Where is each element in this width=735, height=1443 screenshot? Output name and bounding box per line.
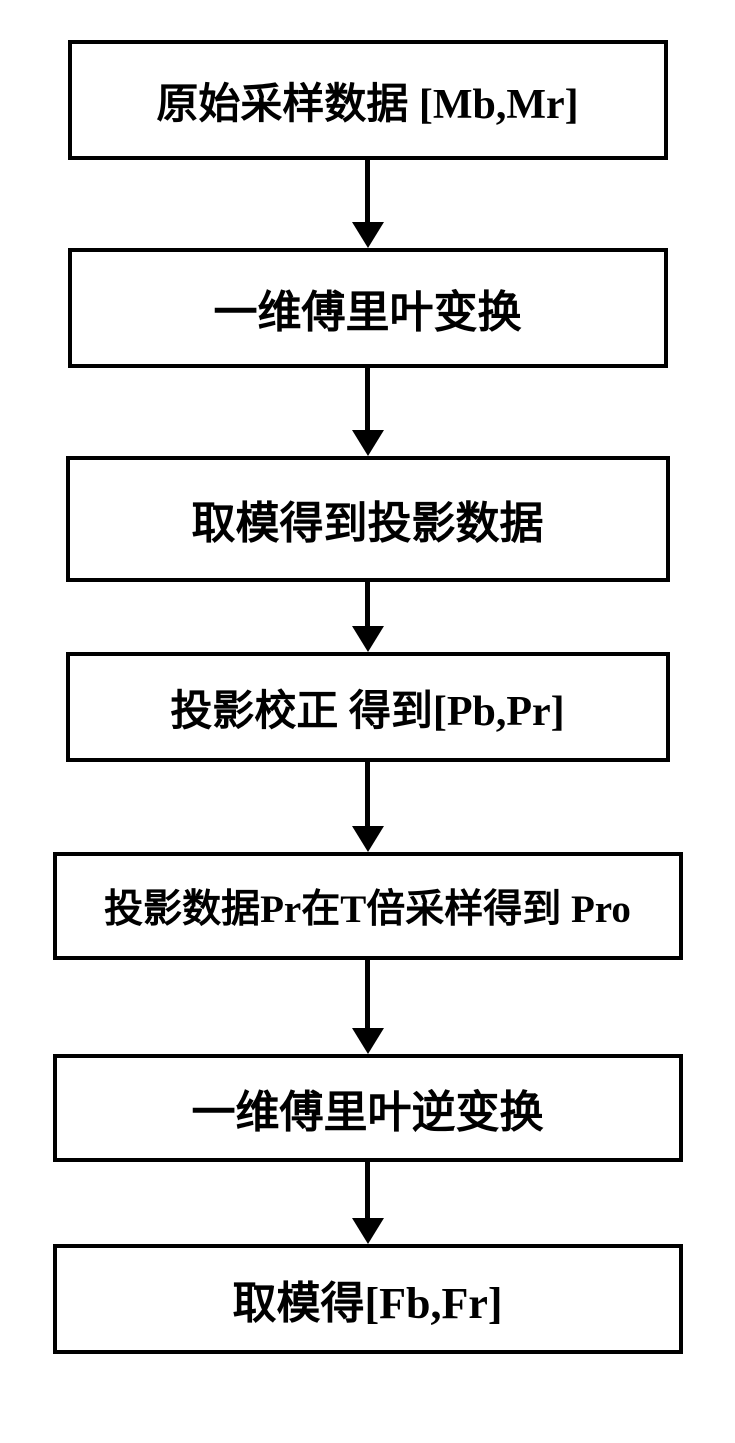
arrow-head-icon [352, 626, 384, 652]
arrow-line [365, 960, 370, 1029]
flow-step: 投影校正 得到[Pb,Pr] [66, 652, 670, 762]
flow-step-label: 原始采样数据 [Mb,Mr] [156, 70, 578, 131]
flow-step: 原始采样数据 [Mb,Mr] [68, 40, 668, 160]
arrow-head-icon [352, 826, 384, 852]
arrow-head-icon [352, 430, 384, 456]
arrow-line [365, 582, 370, 627]
flow-step: 投影数据Pr在T倍采样得到 Pro [53, 852, 683, 960]
flow-step: 取模得到投影数据 [66, 456, 670, 582]
flow-arrow [352, 368, 384, 456]
arrow-line [365, 762, 370, 827]
flow-step: 一维傅里叶逆变换 [53, 1054, 683, 1162]
flow-arrow [352, 1162, 384, 1244]
flow-step-label: 取模得到投影数据 [192, 487, 544, 551]
arrow-head-icon [352, 1028, 384, 1054]
flow-step-label: 投影校正 得到[Pb,Pr] [170, 677, 564, 738]
flowchart-container: 原始采样数据 [Mb,Mr] 一维傅里叶变换取模得到投影数据投影校正 得到[Pb,… [53, 40, 683, 1354]
flow-step-label: 取模得[Fb,Fr] [232, 1267, 502, 1331]
arrow-head-icon [352, 1218, 384, 1244]
flow-arrow [352, 762, 384, 852]
arrow-line [365, 1162, 370, 1219]
arrow-line [365, 160, 370, 223]
flow-arrow [352, 160, 384, 248]
flow-arrow [352, 582, 384, 652]
flow-arrow [352, 960, 384, 1054]
flow-step-label: 投影数据Pr在T倍采样得到 Pro [104, 878, 631, 934]
arrow-line [365, 368, 370, 431]
arrow-head-icon [352, 222, 384, 248]
flow-step-label: 一维傅里叶逆变换 [192, 1076, 544, 1140]
flow-step: 取模得[Fb,Fr] [53, 1244, 683, 1354]
flow-step-label: 一维傅里叶变换 [214, 276, 522, 340]
flow-step: 一维傅里叶变换 [68, 248, 668, 368]
